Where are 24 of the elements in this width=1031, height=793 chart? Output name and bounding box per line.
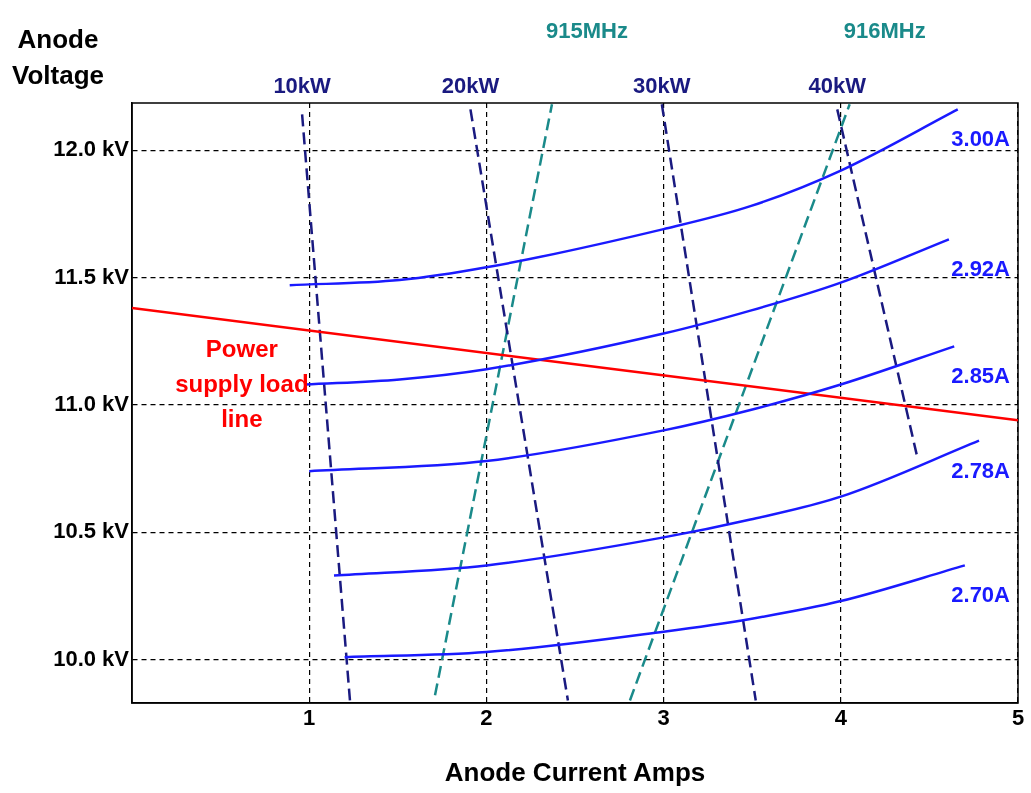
x-tick-label: 5: [1011, 705, 1025, 731]
y-tick-label: 12.0 kV: [53, 136, 130, 162]
y-tick-label: 10.0 kV: [53, 645, 130, 671]
series-label: 40kW: [808, 73, 867, 98]
series-label: 20kW: [441, 73, 500, 98]
series-label: 2.92A: [951, 256, 1011, 282]
x-tick-label: 3: [657, 705, 670, 731]
y-tick-label: 11.5 kV: [54, 263, 130, 289]
series-label: 2.78A: [951, 457, 1011, 483]
x-tick-label: 4: [834, 705, 848, 731]
series-label: Power supply load line: [175, 334, 309, 432]
y-tick-label: 11.0 kV: [54, 390, 130, 416]
text: 916MHz: [843, 18, 926, 43]
x-tick-label: 2: [480, 705, 493, 731]
series-label: 30kW: [633, 73, 691, 98]
x-tick-label: 1: [303, 705, 316, 731]
series-label: 2.85A: [951, 363, 1011, 389]
x-axis-title: Anode Current Amps: [444, 756, 706, 787]
series-label: 2.70A: [951, 582, 1011, 608]
series-label: 10kW: [273, 73, 332, 98]
y-axis-title: Anode Voltage: [12, 24, 104, 91]
series-label: 3.00A: [951, 126, 1011, 152]
text: 915MHz: [546, 18, 628, 43]
y-tick-label: 10.5 kV: [53, 518, 130, 544]
